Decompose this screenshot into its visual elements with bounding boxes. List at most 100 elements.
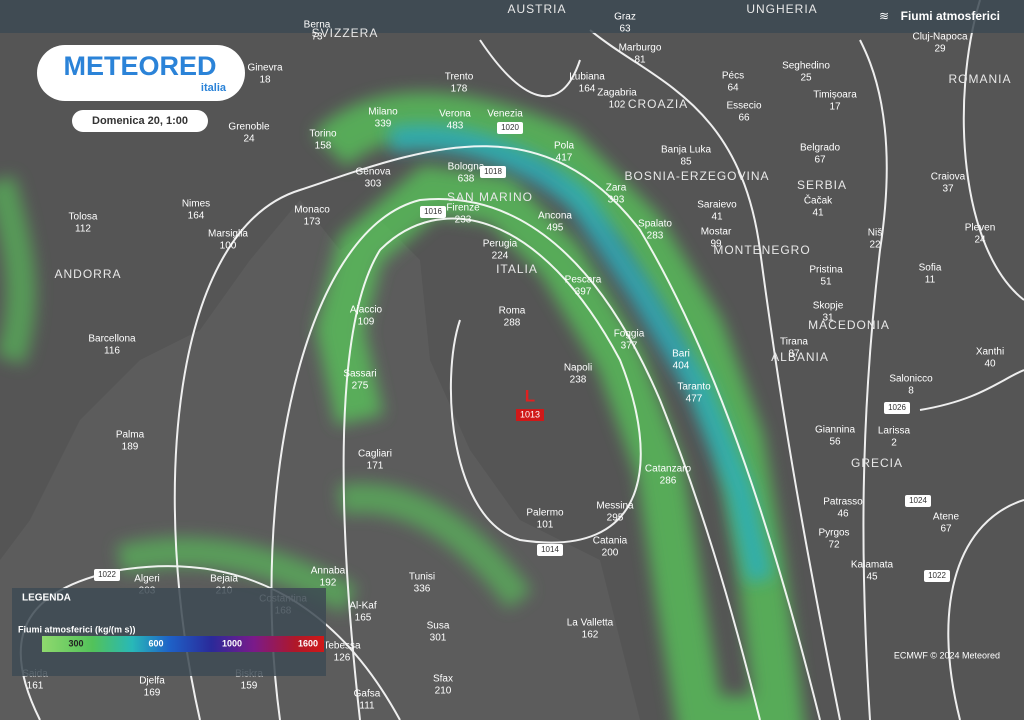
city-value: 275 xyxy=(352,381,369,392)
city-value: 67 xyxy=(814,155,826,166)
isobar-tag xyxy=(480,166,506,178)
city-value: 111 xyxy=(359,701,375,712)
city-value: 162 xyxy=(582,630,599,641)
city-value: 283 xyxy=(647,231,664,242)
city-name: Sofia xyxy=(919,263,942,274)
country-label: SERBIA xyxy=(797,178,847,192)
city-value: 22 xyxy=(869,240,881,251)
city-name: Genova xyxy=(355,167,390,178)
isobar-tag xyxy=(924,570,950,582)
city-name: Niš xyxy=(868,228,882,239)
layer-title[interactable]: Fiumi atmosferici xyxy=(901,9,1000,23)
city-value: 301 xyxy=(430,633,447,644)
country-label: GRECIA xyxy=(851,456,903,470)
city-name: Susa xyxy=(427,621,450,632)
city-name: Lubiana xyxy=(569,72,605,83)
city-name: Foggia xyxy=(614,329,645,340)
country-label: SVIZZERA xyxy=(312,26,379,40)
city-name: Berna xyxy=(304,20,331,31)
city-name: Tunisi xyxy=(409,572,435,583)
city-value: 173 xyxy=(304,217,321,228)
city-name: Pescara xyxy=(565,275,602,286)
city-value: 164 xyxy=(188,211,205,222)
isobar-label: 1020 xyxy=(501,123,519,132)
city-name: Pola xyxy=(554,141,574,152)
logo: METEORED xyxy=(63,51,216,81)
city-value: 99 xyxy=(710,239,722,250)
city-value: 112 xyxy=(75,224,91,235)
low-label: L xyxy=(525,386,535,405)
city-name: Xanthi xyxy=(976,347,1004,358)
city-name: Annaba xyxy=(311,566,346,577)
city-name: Catania xyxy=(593,536,628,547)
city-value: 397 xyxy=(575,287,592,298)
city-value: 377 xyxy=(621,341,638,352)
city-value: 336 xyxy=(414,584,431,595)
logo-box xyxy=(37,45,245,101)
isobar-tag xyxy=(905,495,931,507)
city-name: Tirana xyxy=(780,337,808,348)
top-bar xyxy=(0,0,1024,33)
isobar-label: 1016 xyxy=(424,207,442,216)
city-name: Venezia xyxy=(487,109,523,120)
city-value: 495 xyxy=(547,223,564,234)
city-name: Craiova xyxy=(931,172,966,183)
city-value: 126 xyxy=(334,653,351,664)
city-value: 159 xyxy=(241,681,258,692)
city-value: 8 xyxy=(908,386,914,397)
city-value: 638 xyxy=(458,174,475,185)
city-value: 164 xyxy=(579,84,596,95)
city-value: 477 xyxy=(686,394,703,405)
city-name: Skopje xyxy=(813,301,844,312)
city-name: Spalato xyxy=(638,219,672,230)
city-value: 102 xyxy=(609,100,626,111)
country-label: MACEDONIA xyxy=(808,318,890,332)
city-value: 67 xyxy=(940,524,952,535)
isobar-label: 1026 xyxy=(888,403,906,412)
date: Domenica 20, 1:00 xyxy=(92,115,188,127)
city-name: Marsiglia xyxy=(208,229,248,240)
isobar-label: 1022 xyxy=(98,570,116,579)
city-name: Saraievo xyxy=(697,200,737,211)
city-name: Gafsa xyxy=(354,689,381,700)
city-value: 64 xyxy=(727,83,739,94)
city-name: Monaco xyxy=(294,205,330,216)
low-value: 1013 xyxy=(520,409,540,419)
isobar-tag xyxy=(420,206,446,218)
layer-icon[interactable]: ≋ xyxy=(879,9,889,23)
isobar-tag xyxy=(94,569,120,581)
city-value: 24 xyxy=(974,235,986,246)
city-value: 158 xyxy=(315,141,332,152)
city-name: Salonicco xyxy=(889,374,933,385)
city-value: 116 xyxy=(104,346,120,357)
city-name: Zara xyxy=(606,183,627,194)
city-name: Catanzaro xyxy=(645,464,692,475)
city-name: Al-Kaf xyxy=(349,601,376,612)
isobar-label: 1014 xyxy=(541,545,559,554)
country-label: CROAZIA xyxy=(628,97,688,111)
city-value: 31 xyxy=(822,313,834,324)
city-name: Firenze xyxy=(446,203,480,214)
city-name: Sassari xyxy=(343,369,376,380)
city-name: Giannina xyxy=(815,425,855,436)
city-name: Taranto xyxy=(677,382,711,393)
city-value: 303 xyxy=(365,179,382,190)
city-value: 2 xyxy=(891,438,897,449)
river-green xyxy=(0,175,532,614)
city-value: 393 xyxy=(608,195,625,206)
legend-subtitle: Fiumi atmosferici (kg/(m s)) xyxy=(18,624,136,634)
city-name: Bejaia xyxy=(210,574,238,585)
city-value: 171 xyxy=(367,461,384,472)
credit: ECMWF © 2024 Meteored xyxy=(894,650,1000,660)
city-name: Algeri xyxy=(134,574,160,585)
city-value: 11 xyxy=(925,275,936,286)
city-value: 100 xyxy=(220,241,237,252)
city-value: 295 xyxy=(607,513,624,524)
country-label: BOSNIA-ERZEGOVINA xyxy=(624,169,769,183)
city-name: Graz xyxy=(614,12,636,23)
city-value: 87 xyxy=(788,349,800,360)
city-name: Bologna xyxy=(448,162,485,173)
city-value: 404 xyxy=(673,361,690,372)
country-label: SAN MARINO xyxy=(447,190,533,204)
city-name: Patrasso xyxy=(823,497,863,508)
